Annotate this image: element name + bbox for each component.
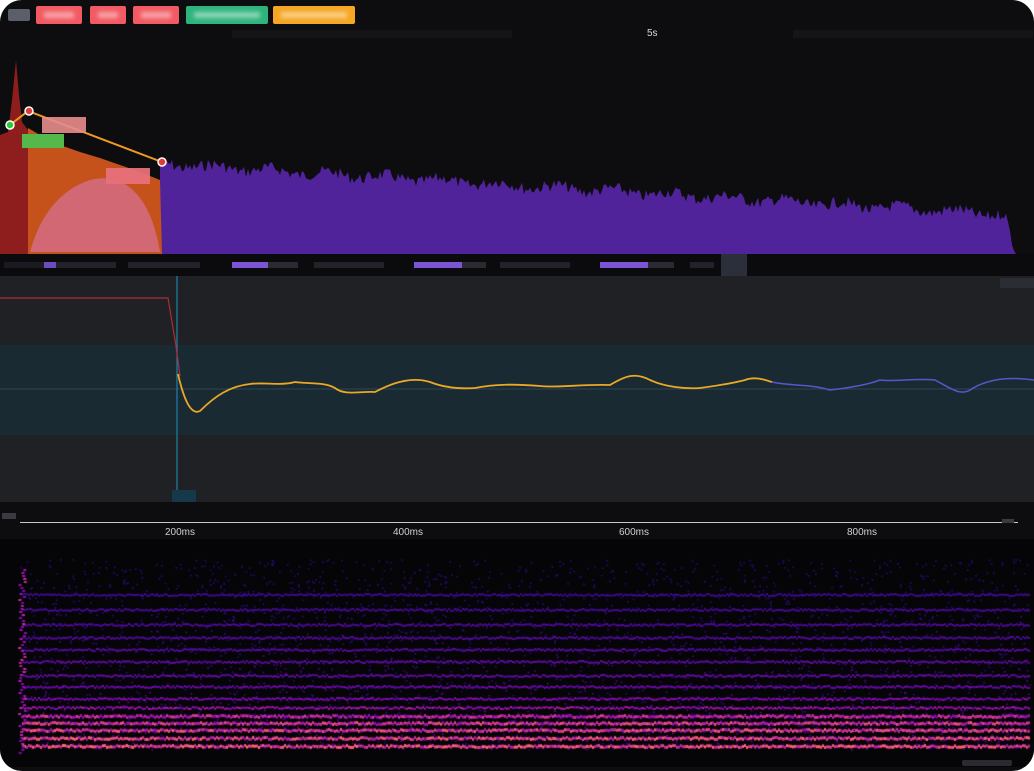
strip-segment bbox=[44, 262, 56, 268]
strip-segment bbox=[268, 262, 298, 268]
strip-segment bbox=[600, 262, 648, 268]
toolbar-button-4[interactable] bbox=[186, 6, 268, 24]
timeline-end-handle[interactable] bbox=[1002, 519, 1014, 523]
toolbar-button-5[interactable] bbox=[273, 6, 355, 24]
toolbar-button-2[interactable] bbox=[90, 6, 126, 24]
strip-segment bbox=[648, 262, 674, 268]
spectrogram bbox=[0, 539, 1034, 767]
strip-scroll-handle[interactable] bbox=[721, 254, 747, 276]
strip-segment bbox=[232, 262, 268, 268]
envelope-attack-region bbox=[0, 60, 28, 254]
strip-segment bbox=[690, 262, 714, 268]
envelope-sustain-region bbox=[30, 178, 160, 252]
timeline-axis bbox=[0, 513, 1034, 539]
toolbar-tab-stub[interactable] bbox=[8, 9, 30, 21]
spectrogram-scroll-handle[interactable] bbox=[962, 760, 1012, 766]
strip-segment bbox=[56, 262, 116, 268]
attack-handle[interactable] bbox=[5, 120, 15, 130]
strip-segment bbox=[462, 262, 486, 268]
ruler-bar: 5s bbox=[0, 28, 1034, 40]
pitch-band bbox=[0, 345, 1034, 435]
pitch-onset-line bbox=[0, 297, 181, 377]
waveform-fill bbox=[160, 157, 1028, 254]
sustain-handle[interactable] bbox=[157, 157, 167, 167]
timeline-start-handle[interactable] bbox=[2, 513, 16, 519]
toolbar-button-3[interactable] bbox=[133, 6, 179, 24]
decay-handle[interactable] bbox=[24, 106, 34, 116]
strip-segment bbox=[128, 262, 200, 268]
strip-segment bbox=[414, 262, 462, 268]
pitch-panel bbox=[0, 276, 1034, 502]
attack-tooltip bbox=[42, 117, 86, 133]
playhead-marker[interactable] bbox=[172, 490, 196, 502]
waveform-panel bbox=[0, 60, 1028, 254]
tick-label: 400ms bbox=[392, 527, 424, 538]
track-strip[interactable] bbox=[0, 254, 1034, 276]
ruler-label: 5s bbox=[647, 28, 658, 39]
strip-segment bbox=[500, 262, 570, 268]
strip-segment bbox=[314, 262, 384, 268]
strip-segment bbox=[4, 262, 44, 268]
tick-label: 600ms bbox=[618, 527, 650, 538]
tick-label: 800ms bbox=[846, 527, 878, 538]
pitch-line-tail bbox=[771, 377, 1034, 393]
pitch-panel-scroll[interactable] bbox=[1000, 278, 1034, 288]
toolbar-button-1[interactable] bbox=[36, 6, 82, 24]
tick-label: 200ms bbox=[164, 527, 196, 538]
pitch-line[interactable] bbox=[177, 373, 773, 413]
decay-tooltip bbox=[22, 134, 64, 148]
sustain-tooltip bbox=[106, 168, 150, 184]
